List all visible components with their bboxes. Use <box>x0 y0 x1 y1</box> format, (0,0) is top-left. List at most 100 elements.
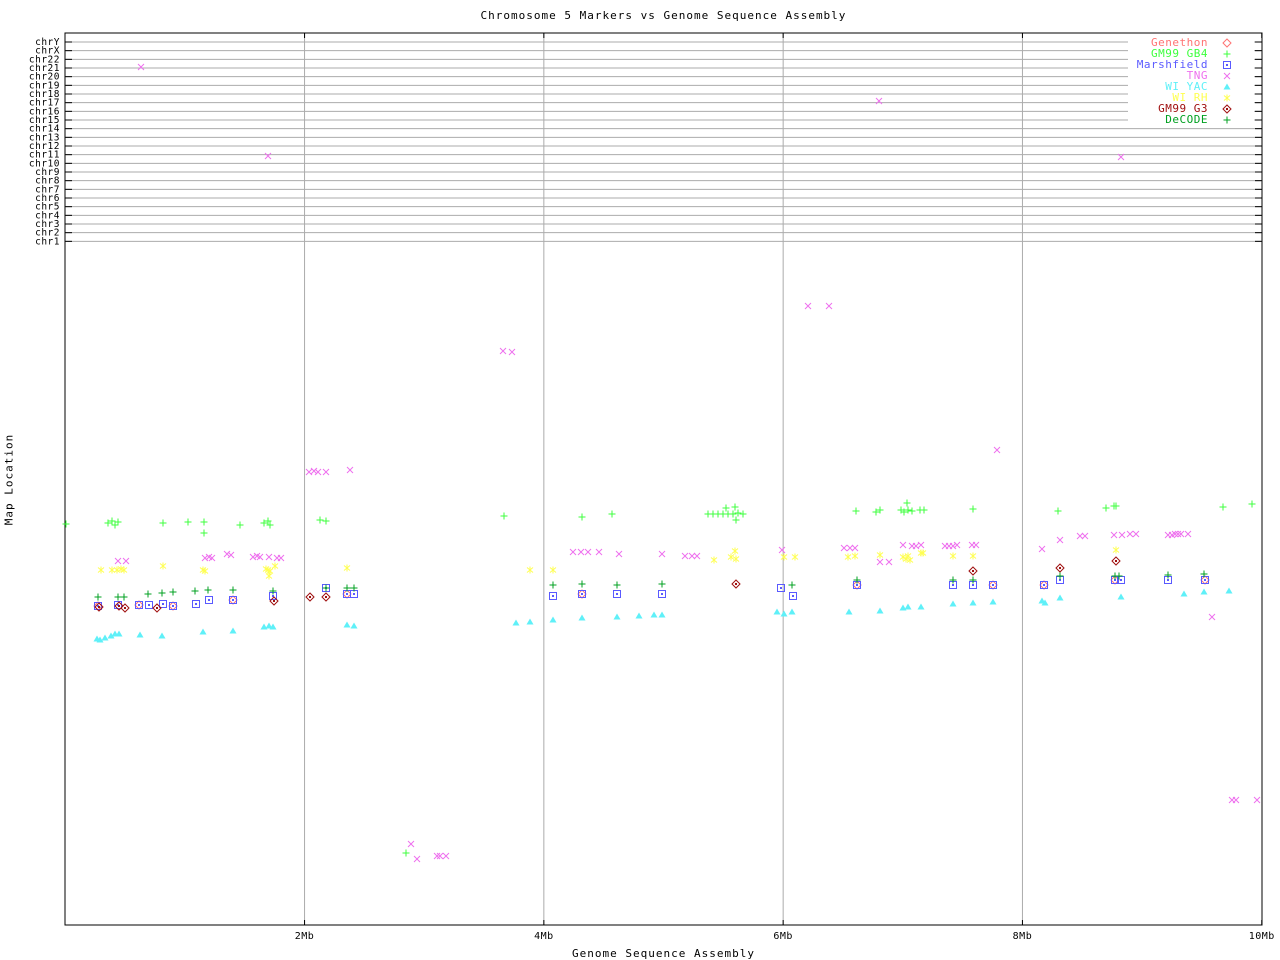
chromosome-label-chr7: chr7 <box>35 184 60 195</box>
marker-gm99-gb4 <box>402 849 410 857</box>
marker-wi-yac <box>549 616 557 623</box>
marker-marshfield <box>1040 581 1048 589</box>
marker-marshfield <box>192 600 200 608</box>
marker-wi-rh <box>108 566 116 574</box>
marker-decode <box>1056 572 1064 580</box>
marker-gm99-g3 <box>114 601 124 611</box>
x-tick-label: 4Mb <box>534 931 554 942</box>
marker-gm99-gb4 <box>729 510 737 518</box>
marker-gm99-gb4 <box>1112 502 1120 510</box>
chromosome-label-chr13: chr13 <box>29 132 60 143</box>
marker-tng <box>227 551 235 559</box>
marker-decode <box>969 576 977 584</box>
marker-tng <box>584 548 592 556</box>
legend-marker-gm99-g3 <box>1222 104 1232 114</box>
marker-tng <box>693 552 701 560</box>
marker-gm99-gb4 <box>62 520 70 528</box>
chromosome-label-chr9: chr9 <box>35 167 60 178</box>
marker-tng <box>137 63 145 71</box>
chromosome-label-chr14: chr14 <box>29 124 60 135</box>
marker-tng <box>1232 796 1240 804</box>
marker-tng <box>993 446 1001 454</box>
marker-gm99-g3 <box>968 566 978 576</box>
marker-wi-yac <box>613 613 621 620</box>
marker-wi-rh <box>732 555 740 563</box>
marker-wi-yac <box>904 603 912 610</box>
marker-marshfield <box>780 587 782 589</box>
marker-wi-rh <box>1112 546 1120 554</box>
chromosome-label-chr18: chr18 <box>29 89 60 100</box>
marker-marshfield <box>777 584 785 592</box>
x-axis-label: Genome Sequence Assembly <box>572 947 755 960</box>
marker-tng <box>114 557 122 565</box>
marker-marshfield <box>169 602 177 610</box>
legend-marker-marshfield <box>1223 61 1231 69</box>
marker-decode <box>1200 570 1208 578</box>
marker-gm99-gb4 <box>876 506 884 514</box>
marker-tng <box>122 557 130 565</box>
marker-marshfield <box>229 596 237 604</box>
marker-tng <box>1177 530 1185 538</box>
marker-wi-yac <box>578 614 586 621</box>
marker-tng <box>1118 531 1126 539</box>
marker-tng <box>1110 531 1118 539</box>
marker-tng <box>875 97 883 105</box>
marker-gm99-g3 <box>156 607 158 609</box>
marker-tng <box>569 548 577 556</box>
marker-marshfield <box>346 593 348 595</box>
marker-marshfield <box>135 601 143 609</box>
chromosome-label-chr1: chr1 <box>35 236 60 247</box>
legend-marker-gm99-g3 <box>1226 108 1228 110</box>
marker-wi-yac <box>658 611 666 618</box>
marker-gm99-gb4 <box>852 507 860 515</box>
marker-decode <box>94 593 102 601</box>
marker-wi-rh <box>159 562 167 570</box>
marker-wi-yac <box>773 608 781 615</box>
marker-wi-rh <box>727 553 735 561</box>
marker-tng <box>688 552 696 560</box>
marker-tng <box>322 468 330 476</box>
marker-gm99-g3 <box>321 592 331 602</box>
marker-gm99-g3 <box>120 603 130 613</box>
x-tick-label: 8Mb <box>1013 931 1033 942</box>
marker-tng <box>595 548 603 556</box>
marker-decode <box>169 588 177 596</box>
marker-wi-yac <box>343 621 351 628</box>
marker-gm99-g3 <box>269 596 279 606</box>
marker-marshfield <box>992 584 994 586</box>
marker-decode <box>191 587 199 595</box>
marker-wi-rh <box>919 549 927 557</box>
marker-gm99-gb4 <box>266 521 274 529</box>
legend-marker-gm99-gb4 <box>1223 50 1231 58</box>
legend-label-wi-yac: WI YAC <box>1165 80 1208 93</box>
marker-marshfield <box>138 604 140 606</box>
marker-marshfield <box>1114 579 1116 581</box>
marker-tng <box>1208 613 1216 621</box>
legend-marker-wi-rh <box>1223 94 1231 102</box>
marker-gm99-gb4 <box>734 509 742 517</box>
marker-decode <box>229 586 237 594</box>
chromosome-label-chr3: chr3 <box>35 219 60 230</box>
marker-wi-rh <box>791 553 799 561</box>
marker-decode <box>658 580 666 588</box>
marker-wi-rh <box>266 567 274 575</box>
marker-gm99-g3 <box>152 603 162 613</box>
chromosome-label-chr6: chr6 <box>35 193 60 204</box>
marker-wi-rh <box>969 552 977 560</box>
marker-decode <box>853 576 861 584</box>
marker-marshfield <box>232 599 234 601</box>
marker-wi-rh <box>851 552 859 560</box>
marker-decode <box>204 586 212 594</box>
marker-gm99-gb4 <box>732 516 740 524</box>
marker-tng <box>277 554 285 562</box>
marker-tng <box>1076 532 1084 540</box>
marker-tng <box>413 855 421 863</box>
marker-gm99-gb4 <box>114 518 122 526</box>
marker-gm99-gb4 <box>722 504 730 512</box>
marker-tng <box>577 548 585 556</box>
marker-tng <box>310 467 318 475</box>
marker-gm99-g3 <box>94 602 104 612</box>
marker-gm99-g3 <box>118 605 120 607</box>
marker-tng <box>778 546 786 554</box>
